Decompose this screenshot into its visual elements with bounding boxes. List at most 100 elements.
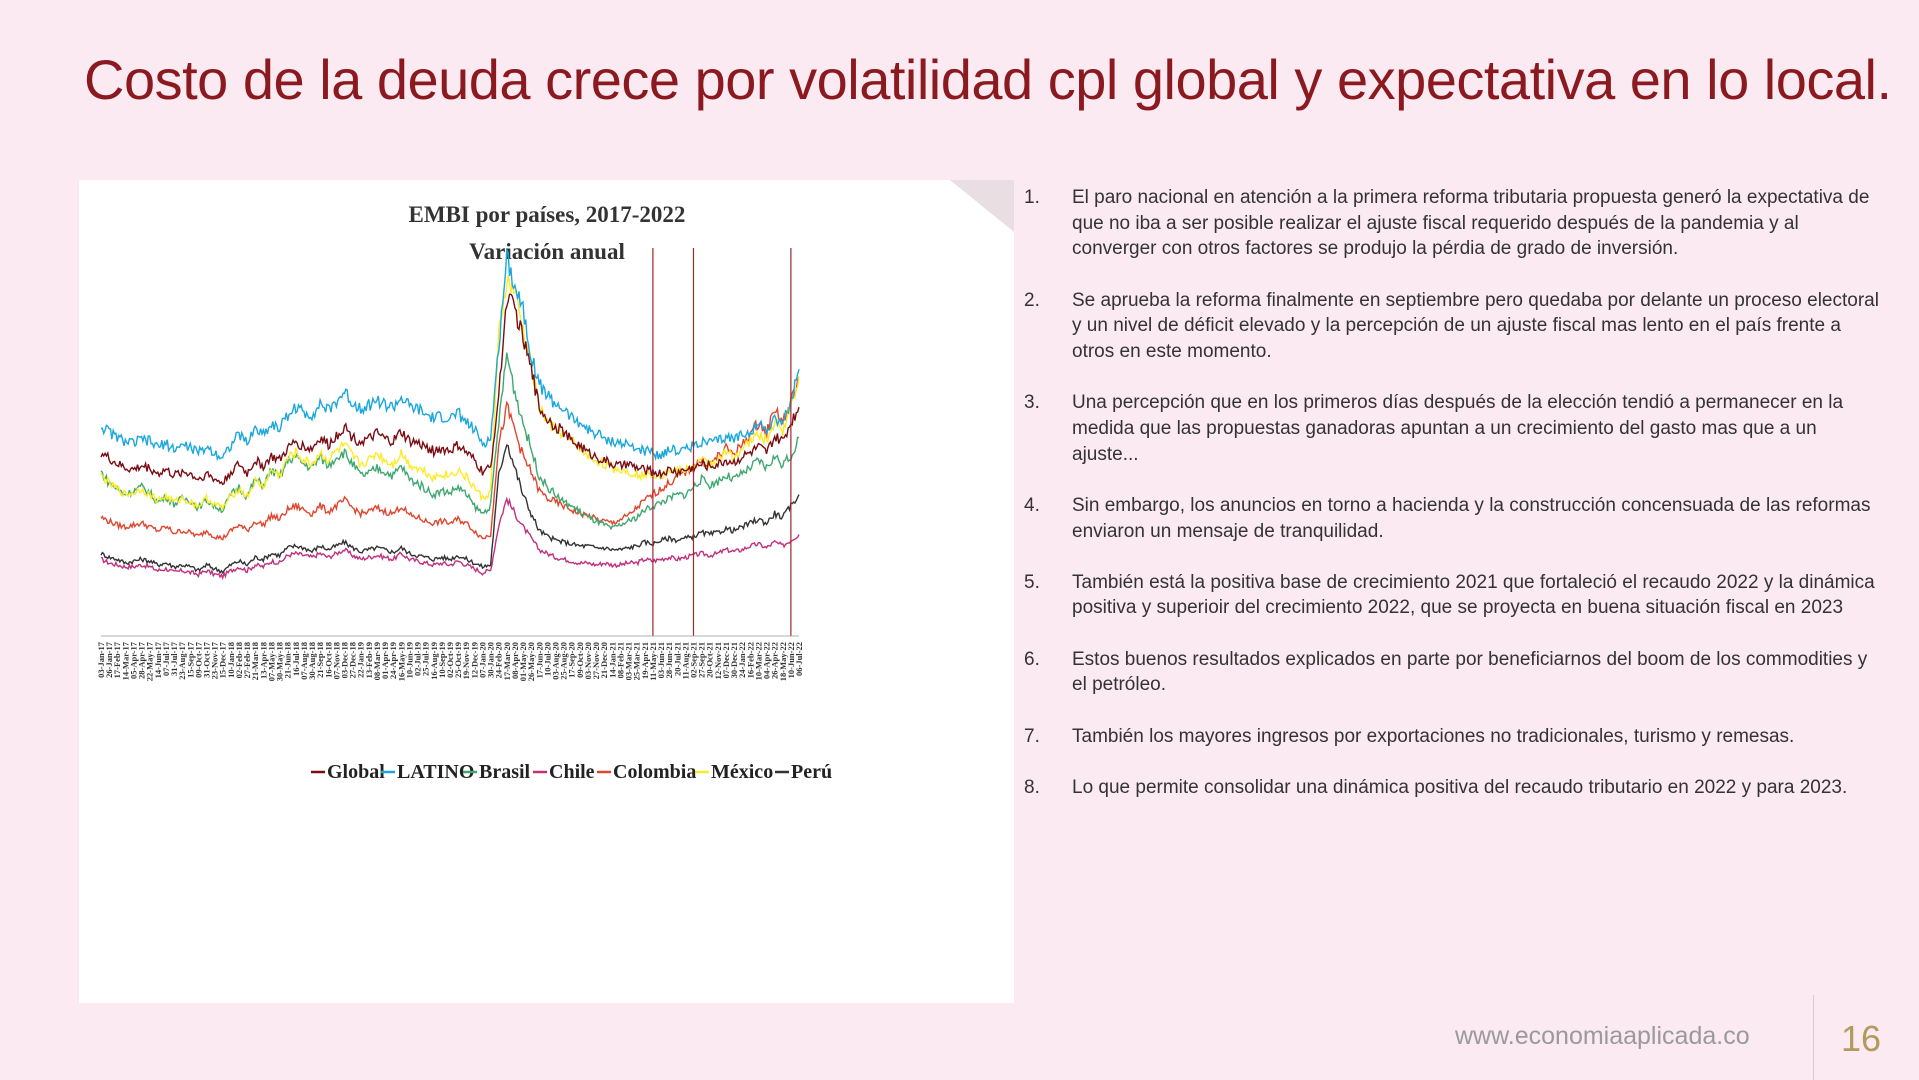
x-tick-label: 23-Nov-17 [210,641,220,679]
x-tick-label: 01-Apr-19 [380,642,390,679]
x-tick-label: 30-Jan-20 [486,642,496,678]
x-tick-label: 16-Feb-22 [745,642,755,678]
bullet-item: 6. Estos buenos resultados explicados en … [1022,647,1882,698]
x-tick-label: 10-Jul-20 [542,642,552,676]
x-tick-label: 21-Jun-18 [283,642,293,678]
x-tick-label: 26-Apr-22 [770,642,780,679]
x-tick-label: 25-Mar-21 [632,642,642,680]
x-tick-label: 27-Dec-18 [348,642,358,678]
x-tick-label: 16-May-19 [396,642,406,681]
x-tick-label: 01-May-20 [518,642,528,681]
plot-lines [100,247,800,581]
x-tick-label: 10-Jun-22 [786,642,796,678]
x-tick-label: 31-Jul-17 [169,641,179,676]
x-tick-label: 08-Feb-21 [615,642,625,678]
x-tick-label: 19-Apr-21 [640,642,650,679]
x-tick-label: 11-May-21 [648,642,658,681]
embi-chart: EMBI por países, 2017-2022 Variación anu… [96,202,832,783]
x-tick-label: 02-Jul-19 [413,642,423,676]
x-tick-label: 14-Mar-17 [120,641,130,680]
x-tick-label: 24-Jan-22 [737,642,747,678]
bullet-number: 4. [1024,494,1040,516]
x-tick-label: 26-May-20 [526,642,536,681]
bullet-text: Sin embargo, los anuncios en torno a hac… [1072,494,1871,542]
bullet-text: También está la positiva base de crecimi… [1072,571,1875,619]
legend-label: Brasil [479,761,531,783]
x-tick-label: 09-Oct-17 [193,641,203,678]
x-tick-label: 25-Aug-20 [559,642,569,680]
x-tick-label: 17-Sep-20 [567,642,577,678]
bullet-number: 6. [1024,648,1040,670]
x-tick-label: 21-Mar-18 [250,642,260,680]
chart-panel: EMBI por países, 2017-2022 Variación anu… [79,180,1014,1003]
x-tick-label: 02-Feb-18 [234,642,244,678]
series-line-chile [100,496,800,581]
chart-legend: Global LATINO Brasil Chile Colombia México Per… [311,761,832,783]
x-tick-label: 24-Feb-20 [494,642,504,678]
chart-subtitle: Variación anual [469,239,625,264]
x-tick-label: 03-Jun-21 [656,642,666,678]
x-tick-label: 18-May-22 [778,642,788,681]
bullet-item: 8. Lo que permite consolidar una dinámica… [1022,775,1882,801]
x-tick-label: 22-May-17 [145,641,155,681]
x-tick-label: 17-Mar-20 [502,642,512,680]
x-tick-label: 08-Apr-20 [510,642,520,679]
x-tick-label: 27-Feb-18 [242,642,252,678]
x-tick-label: 03-Dec-18 [339,642,349,678]
slide-title: Costo de la deuda crece por volatilidad … [84,48,1892,111]
legend-label: LATINO [397,761,474,783]
x-tick-label: 27-Nov-20 [591,642,601,679]
x-tick-label: 02-Sep-21 [688,642,698,678]
bullet-text: El paro nacional en atención a la primer… [1072,187,1870,260]
x-tick-label: 07-Jan-20 [477,642,487,678]
bullet-item: 1. El paro nacional en atención a la prim… [1022,185,1882,262]
x-tick-label: 12-Dec-19 [469,642,479,678]
x-tick-label: 03-Mar-21 [624,642,634,680]
bullet-item: 7. También los mayores ingresos por expor… [1022,724,1882,750]
x-tick-label: 07-Dec-21 [721,642,731,678]
x-tick-label: 07-Aug-18 [299,642,309,680]
x-tick-label: 25-Jul-19 [421,642,431,676]
x-tick-label: 06-Jul-22 [794,642,804,676]
bullet-item: 2. Se aprueba la reforma finalmente en se… [1022,288,1882,365]
page-fold-decoration [950,180,1014,232]
x-tick-label: 30-Dec-21 [729,642,739,678]
x-tick-label: 02-Oct-19 [445,642,455,678]
x-tick-label: 30-May-18 [275,642,285,681]
chart-title: EMBI por países, 2017-2022 [409,202,686,227]
legend-label: México [711,761,773,783]
x-tick-label: 12-Nov-21 [713,642,723,679]
series-line-global [100,293,800,486]
bullet-text: Una percepción que en los primeros días … [1072,392,1844,465]
x-tick-label: 07-Jul-17 [161,641,171,676]
footer-divider [1813,995,1814,1080]
x-tick-label: 30-Aug-18 [307,642,317,680]
x-tick-label: 28-Jun-21 [664,642,674,678]
x-tick-label: 03-Jan-17 [96,641,106,678]
x-tick-label: 17-Feb-17 [112,641,122,678]
x-tick-label: 17-Jun-20 [534,642,544,678]
x-tick-label: 15-Sep-17 [185,641,195,678]
x-tick-label: 07-Nov-18 [331,642,341,679]
bullet-item: 3. Una percepción que en los primeros día… [1022,390,1882,467]
x-tick-label: 07-May-18 [266,642,276,681]
bullet-text: Estos buenos resultados explicados en pa… [1072,648,1868,696]
x-tick-label: 10-Mar-22 [753,642,763,680]
series-line-latino [100,247,800,462]
x-tick-label: 16-Jul-18 [291,642,301,676]
bullet-text: Se aprueba la reforma finalmente en sept… [1072,289,1879,363]
x-tick-label: 20-Oct-21 [705,642,715,678]
bullet-number: 7. [1024,725,1040,747]
x-tick-label: 24-Apr-19 [388,642,398,679]
x-tick-label: 20-Jul-21 [672,642,682,676]
x-tick-label: 14-Jan-21 [607,642,617,678]
series-line-brasil [100,352,800,531]
x-tick-label: 14-Jun-17 [153,641,163,678]
x-tick-label: 10-Sep-19 [437,642,447,678]
bullet-item: 5. También está la positiva base de creci… [1022,570,1882,621]
marker-lines [101,248,799,637]
x-tick-label: 13-Feb-19 [364,642,374,678]
x-tick-label: 26-Jan-17 [104,641,114,678]
bullet-list: 1. El paro nacional en atención a la prim… [1022,185,1882,826]
footer-url[interactable]: www.economiaaplicada.co [1455,1022,1750,1050]
